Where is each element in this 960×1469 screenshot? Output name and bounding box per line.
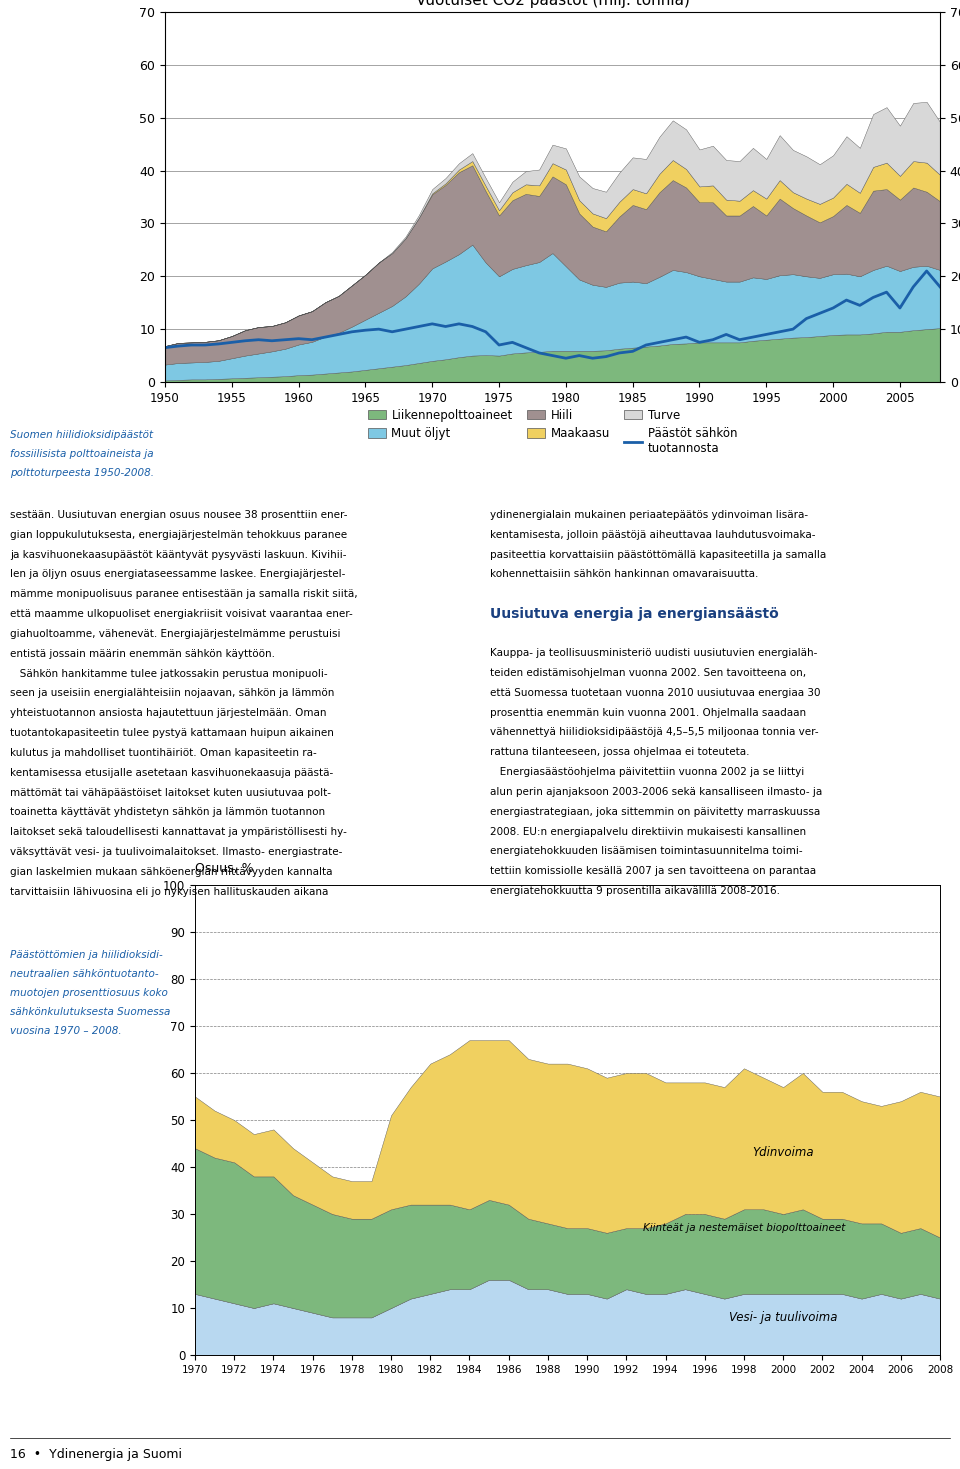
Text: alun perin ajanjaksoon 2003-2006 sekä kansalliseen ilmasto- ja: alun perin ajanjaksoon 2003-2006 sekä ka… (490, 787, 823, 796)
Text: kentamisesta, jolloin päästöjä aiheuttavaa lauhdutusvoimaka-: kentamisesta, jolloin päästöjä aiheuttav… (490, 530, 815, 539)
Text: Suomen hiilidioksidipäästöt: Suomen hiilidioksidipäästöt (10, 430, 154, 441)
Legend: Liikennepolttoaineet, Muut öljyt, Hiili, Maakaasu, Turve, Päästöt sähkön
tuotann: Liikennepolttoaineet, Muut öljyt, Hiili,… (366, 407, 739, 458)
Text: Sähkön hankitamme tulee jatkossakin perustua monipuoli-: Sähkön hankitamme tulee jatkossakin peru… (10, 668, 327, 679)
Text: sestään. Uusiutuvan energian osuus nousee 38 prosenttiin ener-: sestään. Uusiutuvan energian osuus nouse… (10, 510, 348, 520)
Text: fossiilisista polttoaineista ja: fossiilisista polttoaineista ja (10, 450, 154, 460)
Text: laitokset sekä taloudellisesti kannattavat ja ympäristöllisesti hy-: laitokset sekä taloudellisesti kannattav… (10, 827, 347, 837)
Text: neutraalien sähköntuotanto-: neutraalien sähköntuotanto- (10, 970, 158, 980)
Text: yhteistuotannon ansiosta hajautettuun järjestelmään. Oman: yhteistuotannon ansiosta hajautettuun jä… (10, 708, 326, 718)
Text: polttoturpeesta 1950-2008.: polttoturpeesta 1950-2008. (10, 469, 154, 479)
Text: kulutus ja mahdolliset tuontihäiriöt. Oman kapasiteetin ra-: kulutus ja mahdolliset tuontihäiriöt. Om… (10, 748, 317, 758)
Text: seen ja useisiin energialähteisiin nojaavan, sähkön ja lämmön: seen ja useisiin energialähteisiin nojaa… (10, 689, 334, 698)
Text: rattuna tilanteeseen, jossa ohjelmaa ei toteuteta.: rattuna tilanteeseen, jossa ohjelmaa ei … (490, 748, 750, 757)
Text: tarvittaisiin lähivuosina eli jo nykyisen hallituskauden aikana: tarvittaisiin lähivuosina eli jo nykyise… (10, 887, 328, 896)
Text: mättömät tai vähäpäästöiset laitokset kuten uusiutuvaa polt-: mättömät tai vähäpäästöiset laitokset ku… (10, 787, 331, 798)
Text: pasiteettia korvattaisiin päästöttömällä kapasiteetilla ja samalla: pasiteettia korvattaisiin päästöttömällä… (490, 549, 827, 560)
Text: ydinenergialain mukainen periaatepäätös ydinvoiman lisära-: ydinenergialain mukainen periaatepäätös … (490, 510, 808, 520)
Text: gian loppukulutuksesta, energiajärjestelmän tehokkuus paranee: gian loppukulutuksesta, energiajärjestel… (10, 530, 348, 539)
Text: entistä jossain määrin enemmän sähkön käyttöön.: entistä jossain määrin enemmän sähkön kä… (10, 649, 275, 658)
Text: vuosina 1970 – 2008.: vuosina 1970 – 2008. (10, 1027, 122, 1037)
Text: vähennettyä hiilidioksidipäästöjä 4,5–5,5 miljoonaa tonnia ver-: vähennettyä hiilidioksidipäästöjä 4,5–5,… (490, 727, 819, 737)
Text: sähkönkulutuksesta Suomessa: sähkönkulutuksesta Suomessa (10, 1008, 170, 1018)
Text: kohennettaisiin sähkön hankinnan omavaraisuutta.: kohennettaisiin sähkön hankinnan omavara… (490, 570, 758, 579)
Text: Vesi- ja tuulivoima: Vesi- ja tuulivoima (729, 1310, 837, 1324)
Text: kentamisessa etusijalle asetetaan kasvihuonekaasuja päästä-: kentamisessa etusijalle asetetaan kasvih… (10, 768, 333, 777)
Text: tettiin komissiolle kesällä 2007 ja sen tavoitteena on parantaa: tettiin komissiolle kesällä 2007 ja sen … (490, 867, 816, 876)
Text: len ja öljyn osuus energiataseessamme laskee. Energiajärjestel-: len ja öljyn osuus energiataseessamme la… (10, 570, 346, 579)
Text: toainetta käyttävät yhdistetyn sähkön ja lämmön tuotannon: toainetta käyttävät yhdistetyn sähkön ja… (10, 808, 325, 817)
Text: teiden edistämisohjelman vuonna 2002. Sen tavoitteena on,: teiden edistämisohjelman vuonna 2002. Se… (490, 668, 806, 677)
Text: ja kasvihuonekaasupäästöt kääntyvät pysyvästi laskuun. Kivihii-: ja kasvihuonekaasupäästöt kääntyvät pysy… (10, 549, 347, 560)
Text: 2008. EU:n energiapalvelu direktiivin mukaisesti kansallinen: 2008. EU:n energiapalvelu direktiivin mu… (490, 827, 806, 836)
Text: että Suomessa tuotetaan vuonna 2010 uusiutuvaa energiaa 30: että Suomessa tuotetaan vuonna 2010 uusi… (490, 687, 821, 698)
Text: muotojen prosenttiosuus koko: muotojen prosenttiosuus koko (10, 989, 168, 999)
Text: tuotantokapasiteetin tulee pystyä kattamaan huipun aikainen: tuotantokapasiteetin tulee pystyä kattam… (10, 729, 334, 737)
Text: prosenttia enemmän kuin vuonna 2001. Ohjelmalla saadaan: prosenttia enemmän kuin vuonna 2001. Ohj… (490, 708, 806, 717)
Text: Osuus, %: Osuus, % (195, 862, 253, 876)
Text: Uusiutuva energia ja energiansäästö: Uusiutuva energia ja energiansäästö (490, 607, 779, 621)
Text: väksyttävät vesi- ja tuulivoimalaitokset. Ilmasto- energiastrate-: väksyttävät vesi- ja tuulivoimalaitokset… (10, 848, 343, 856)
Text: että maamme ulkopuoliset energiakriisit voisivat vaarantaa ener-: että maamme ulkopuoliset energiakriisit … (10, 610, 352, 618)
Text: gian laskelmien mukaan sähköenergian riittävyyden kannalta: gian laskelmien mukaan sähköenergian rii… (10, 867, 332, 877)
Text: Kiinteät ja nestemäiset biopolttoaineet: Kiinteät ja nestemäiset biopolttoaineet (643, 1224, 845, 1232)
Title: Vuotuiset CO2 päästöt (milj. tonnia): Vuotuiset CO2 päästöt (milj. tonnia) (416, 0, 689, 7)
Text: Energiasäästöohjelma päivitettiin vuonna 2002 ja se liittyi: Energiasäästöohjelma päivitettiin vuonna… (490, 767, 804, 777)
Text: Ydinvoima: Ydinvoima (753, 1146, 814, 1159)
Text: Päästöttömien ja hiilidioksidi-: Päästöttömien ja hiilidioksidi- (10, 950, 163, 961)
Text: energiatehokkuuden lisäämisen toimintasuunnitelma toimi-: energiatehokkuuden lisäämisen toimintasu… (490, 846, 803, 856)
Text: Kauppa- ja teollisuusministeriö uudisti uusiutuvien energialäh-: Kauppa- ja teollisuusministeriö uudisti … (490, 648, 817, 658)
Text: energiatehokkuutta 9 prosentilla aikavälillä 2008-2016.: energiatehokkuutta 9 prosentilla aikaväl… (490, 886, 780, 896)
Text: 16  •  Ydinenergia ja Suomi: 16 • Ydinenergia ja Suomi (10, 1448, 182, 1462)
Text: mämme monipuolisuus paranee entisestään ja samalla riskit siitä,: mämme monipuolisuus paranee entisestään … (10, 589, 358, 599)
Text: energiastrategiaan, joka sittemmin on päivitetty marraskuussa: energiastrategiaan, joka sittemmin on pä… (490, 806, 820, 817)
Text: giahuoltoamme, vähenevät. Energiajärjestelmämme perustuisi: giahuoltoamme, vähenevät. Energiajärjest… (10, 629, 341, 639)
